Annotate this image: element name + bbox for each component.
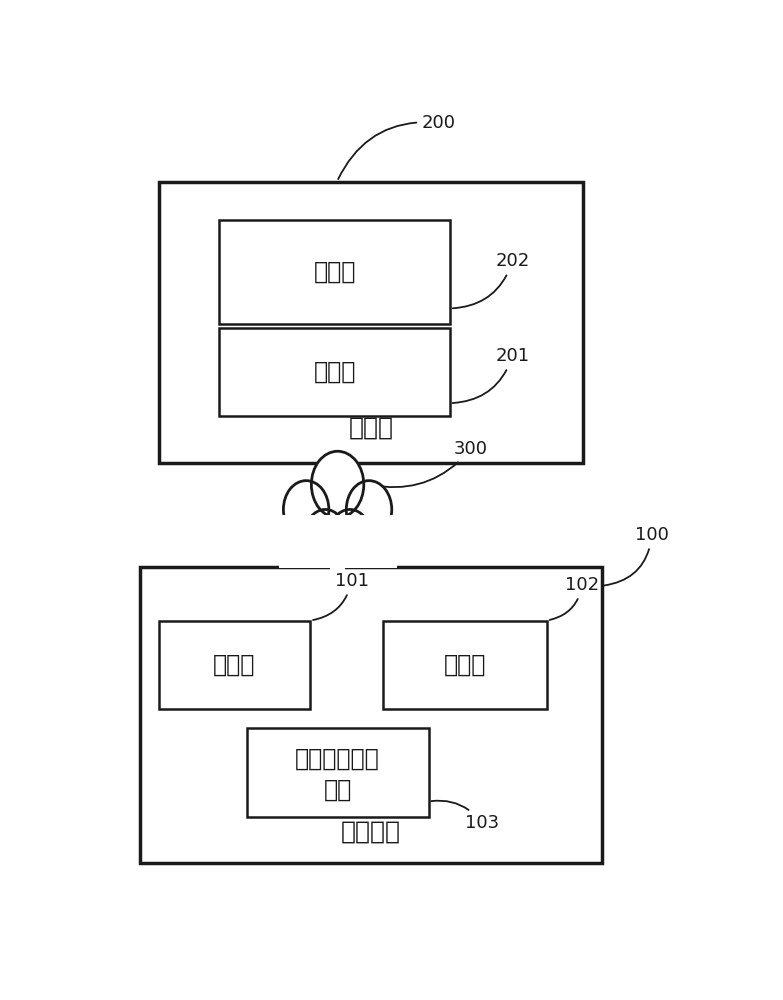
Text: 103: 103 [431, 801, 499, 832]
Text: 存储器: 存储器 [444, 653, 486, 677]
Text: 处理器: 处理器 [313, 360, 355, 384]
Bar [383, 620, 547, 709]
Bar [158, 182, 583, 463]
Text: 生物特征获取: 生物特征获取 [295, 747, 380, 771]
Bar [140, 567, 601, 863]
Text: 300: 300 [372, 440, 488, 487]
Text: 202: 202 [453, 252, 529, 308]
Text: 单元: 单元 [323, 778, 352, 802]
Text: 200: 200 [338, 114, 456, 179]
Polygon shape [279, 515, 396, 568]
Bar [247, 728, 428, 817]
Text: 电子装置: 电子装置 [341, 820, 401, 844]
Text: 102: 102 [550, 576, 599, 620]
Bar [219, 328, 450, 416]
Text: 服务器: 服务器 [348, 416, 393, 440]
Polygon shape [330, 564, 345, 573]
Text: 101: 101 [313, 572, 369, 620]
Text: 处理器: 处理器 [213, 653, 255, 677]
Circle shape [312, 451, 364, 518]
Circle shape [283, 481, 329, 538]
Circle shape [305, 509, 346, 563]
Text: 201: 201 [453, 347, 529, 403]
Circle shape [329, 509, 371, 563]
Text: 存储器: 存储器 [313, 260, 355, 284]
Text: 100: 100 [604, 526, 669, 585]
Bar [219, 220, 450, 324]
Bar [158, 620, 310, 709]
Circle shape [346, 481, 392, 538]
